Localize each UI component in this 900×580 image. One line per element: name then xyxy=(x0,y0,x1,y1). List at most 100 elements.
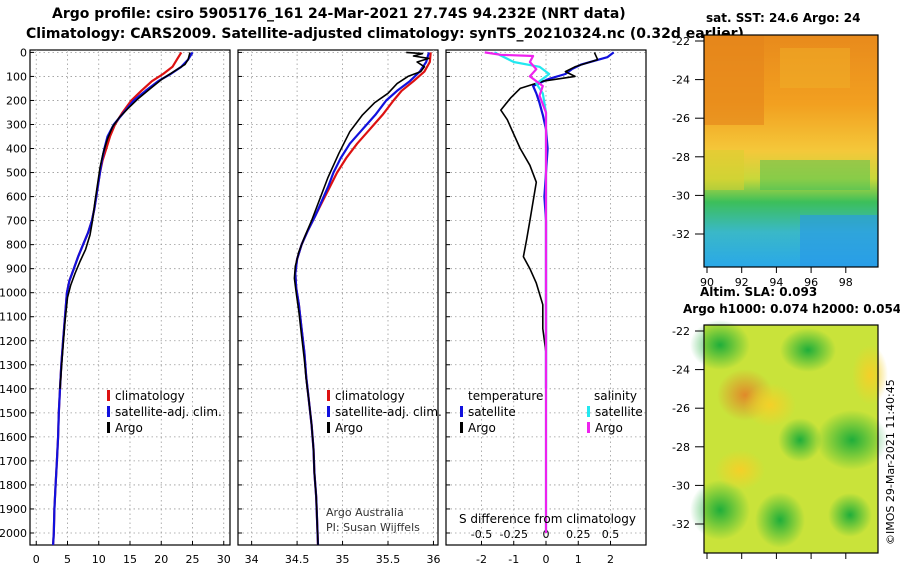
depth-tick-label: 900 xyxy=(6,263,27,276)
depth-tick-label: 300 xyxy=(6,118,27,131)
sst-lat-label: -22 xyxy=(672,35,690,48)
sla-lat-label: -26 xyxy=(672,402,690,415)
legend-label-t-satellite: satellite xyxy=(468,405,516,419)
legend-title-temperature: temperature xyxy=(468,389,543,403)
s-diff-tick-label: -0.25 xyxy=(500,528,528,541)
depth-tick-label: 1200 xyxy=(0,335,27,348)
sla-lat-label: -32 xyxy=(672,518,690,531)
sla-lat-label: -28 xyxy=(672,441,690,454)
depth-tick-label: 0 xyxy=(20,46,27,59)
legend-swatch-t-argo xyxy=(460,422,463,433)
series-line-argo xyxy=(293,51,430,546)
credit-line-1: Argo Australia xyxy=(326,506,404,519)
legend-label-s-argo: Argo xyxy=(595,421,623,435)
legend-swatch-argo xyxy=(107,422,110,433)
sla-axes: -22 -24 -26 -28 -30 -32 xyxy=(672,325,847,559)
legend-swatch-argo xyxy=(327,422,330,433)
legend-label-t-argo: Argo xyxy=(468,421,496,435)
sla-title-2: Argo h1000: 0.074 h2000: 0.054 xyxy=(683,302,900,316)
legend-label-argo: Argo xyxy=(115,421,143,435)
x-tick-label: 2 xyxy=(607,553,614,566)
series-line-satellite-adj-clim- xyxy=(294,52,430,546)
s-diff-tick-label: 0 xyxy=(543,528,550,541)
legend-label-argo: Argo xyxy=(335,421,363,435)
sst-map xyxy=(703,34,879,268)
depth-tick-label: 1400 xyxy=(0,383,27,396)
legend-label-climatology: climatology xyxy=(335,389,405,403)
s-diff-tick-label: -0.5 xyxy=(471,528,492,541)
legend-swatch-s-argo xyxy=(587,422,590,433)
sst-title: sat. SST: 24.6 Argo: 24 xyxy=(706,11,860,25)
sst-lat-label: -30 xyxy=(672,189,690,202)
difference-legend: temperature salinity satellite Argo sate… xyxy=(459,389,643,526)
sst-lat-label: -24 xyxy=(672,74,690,87)
x-tick-label: 1 xyxy=(575,553,582,566)
depth-tick-label: 1000 xyxy=(0,287,27,300)
x-tick-label: 36 xyxy=(426,553,440,566)
series-line-argo xyxy=(59,52,191,389)
sst-lon-label: 94 xyxy=(769,276,783,289)
sst-lat-label: -28 xyxy=(672,151,690,164)
x-tick-label: 34.5 xyxy=(285,553,310,566)
salinity-legend: climatology satellite-adj. clim. Argo xyxy=(327,389,442,435)
sst-axes: -22 -24 -26 -28 -30 -32 90 92 94 96 98 xyxy=(672,35,853,289)
x-tick-label: 0 xyxy=(543,553,550,566)
sst-lon-label: 90 xyxy=(700,276,714,289)
x-tick-label: 35 xyxy=(336,553,350,566)
legend-swatch-climatology xyxy=(107,390,110,401)
legend-label-satellite: satellite-adj. clim. xyxy=(335,405,442,419)
sst-lon-label: 96 xyxy=(804,276,818,289)
x-tick-label: 15 xyxy=(123,553,137,566)
x-tick-label: 5 xyxy=(64,553,71,566)
legend-swatch-satellite xyxy=(107,406,110,417)
sla-title-1: Altim. SLA: 0.093 xyxy=(700,285,817,299)
legend-title-salinity: salinity xyxy=(594,389,637,403)
imos-stamp: ©IMOS 29-Mar-2021 11:40:45 xyxy=(884,379,897,545)
sst-lat-label: -32 xyxy=(672,228,690,241)
x-tick-label: 25 xyxy=(186,553,200,566)
sla-lat-label: -22 xyxy=(672,325,690,338)
x-tick-label: 34 xyxy=(245,553,259,566)
depth-tick-label: 1900 xyxy=(0,503,27,516)
sla-lat-label: -24 xyxy=(672,364,690,377)
depth-tick-label: 1600 xyxy=(0,431,27,444)
depth-tick-label: 1700 xyxy=(0,455,27,468)
difference-axis-label: S difference from climatology xyxy=(459,512,636,526)
legend-swatch-s-satellite xyxy=(587,406,590,417)
x-tick-label: 35.5 xyxy=(376,553,401,566)
legend-swatch-t-satellite xyxy=(460,406,463,417)
depth-tick-label: 700 xyxy=(6,215,27,228)
depth-tick-label: 800 xyxy=(6,239,27,252)
depth-tick-label: 1300 xyxy=(0,359,27,372)
title-line-2: Climatology: CARS2009. Satellite-adjuste… xyxy=(26,26,744,42)
x-tick-label: 10 xyxy=(92,553,106,566)
legend-label-satellite: satellite-adj. clim. xyxy=(115,405,222,419)
depth-tick-label: 600 xyxy=(6,191,27,204)
x-tick-label: 30 xyxy=(217,553,231,566)
series-line-climatology xyxy=(294,52,432,546)
depth-tick-label: 1500 xyxy=(0,407,27,420)
sst-lon-label: 98 xyxy=(839,276,853,289)
s-diff-tick-label: 0.5 xyxy=(602,528,620,541)
depth-tick-label: 1800 xyxy=(0,479,27,492)
x-tick-label: -2 xyxy=(476,553,487,566)
legend-swatch-climatology xyxy=(327,390,330,401)
sst-lat-label: -26 xyxy=(672,112,690,125)
temperature-legend: climatology satellite-adj. clim. Argo xyxy=(107,389,222,435)
series-line-t-argo xyxy=(499,52,599,389)
legend-label-climatology: climatology xyxy=(115,389,185,403)
sst-lon-label: 92 xyxy=(735,276,749,289)
depth-tick-label: 200 xyxy=(6,94,27,107)
credit-line-2: PI: Susan Wijffels xyxy=(326,521,420,534)
depth-tick-label: 1100 xyxy=(0,311,27,324)
series-line-s-argo xyxy=(484,51,548,533)
title-line-1: Argo profile: csiro 5905176_161 24-Mar-2… xyxy=(52,6,626,22)
x-tick-label: -1 xyxy=(508,553,519,566)
depth-tick-label: 100 xyxy=(6,70,27,83)
x-tick-label: 20 xyxy=(154,553,168,566)
s-diff-tick-label: 0.25 xyxy=(566,528,591,541)
sla-lat-label: -30 xyxy=(672,479,690,492)
depth-tick-label: 400 xyxy=(6,143,27,156)
salinity-panel xyxy=(237,49,439,546)
